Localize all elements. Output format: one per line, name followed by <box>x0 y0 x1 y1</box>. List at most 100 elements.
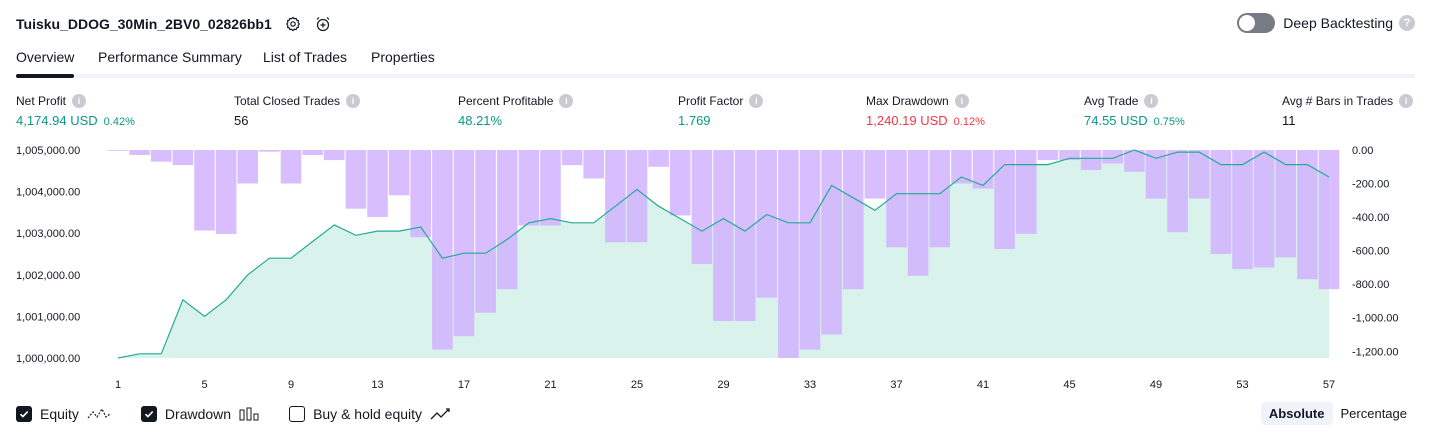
equity-label: Equity <box>40 406 79 422</box>
drawdown-bar <box>1254 150 1275 267</box>
buy-hold-label: Buy & hold equity <box>313 406 422 422</box>
right-axis-tick-label: -200.00 <box>1352 179 1389 191</box>
deep-backtesting: Deep Backtesting ? <box>1237 13 1415 33</box>
x-axis-tick-label: 21 <box>544 379 556 391</box>
drawdown-bar <box>1038 150 1059 160</box>
metric-label: Net Profit <box>16 94 66 108</box>
x-axis-tick-label: 9 <box>288 379 294 391</box>
metric-value: 56 <box>234 113 248 128</box>
drawdown-bar <box>843 150 864 289</box>
metric-percent: 0.12% <box>954 116 985 128</box>
x-axis-tick-label: 13 <box>371 379 383 391</box>
drawdown-bar <box>1167 150 1188 232</box>
drawdown-bar <box>627 150 648 242</box>
metric-label: Avg Trade <box>1084 94 1138 108</box>
drawdown-bar <box>432 150 453 350</box>
metric-value: 48.21% <box>458 113 502 128</box>
deep-backtesting-toggle[interactable] <box>1237 13 1275 33</box>
metric-percent: 0.75% <box>1154 116 1185 128</box>
alarm-clock-plus-icon[interactable] <box>314 15 332 33</box>
metric-label: Profit Factor <box>678 94 743 108</box>
drawdown-bar <box>1081 150 1102 170</box>
x-axis-tick-label: 49 <box>1150 379 1162 391</box>
drawdown-bar <box>151 150 172 162</box>
drawdown-bar <box>605 150 626 242</box>
info-icon[interactable]: i <box>749 94 763 108</box>
drawdown-bar <box>1211 150 1232 254</box>
value-mode-switch: Absolute Percentage <box>1261 402 1415 425</box>
drawdown-bar <box>367 150 388 217</box>
info-icon[interactable]: i <box>72 94 86 108</box>
info-icon[interactable]: i <box>346 94 360 108</box>
right-axis-tick-label: -1,200.00 <box>1352 346 1398 358</box>
drawdown-bar <box>800 150 821 350</box>
drawdown-bar <box>173 150 194 165</box>
metric-label: Max Drawdown <box>866 94 949 108</box>
x-axis-tick-label: 41 <box>977 379 989 391</box>
drawdown-bar <box>713 150 734 321</box>
drawdown-label: Drawdown <box>165 406 231 422</box>
right-axis-tick-label: 0.00 <box>1352 145 1373 157</box>
drawdown-bar <box>129 150 150 155</box>
drawdown-bar <box>497 150 518 289</box>
drawdown-bar <box>519 150 540 226</box>
drawdown-bar <box>1232 150 1253 269</box>
info-icon[interactable]: i <box>559 94 573 108</box>
info-icon[interactable]: i <box>955 94 969 108</box>
tab-overview[interactable]: Overview <box>16 42 74 74</box>
x-axis-tick-label: 5 <box>201 379 207 391</box>
chart-legend: Equity Drawdown Buy & hold equity <box>16 404 484 424</box>
x-axis-tick-label: 33 <box>804 379 816 391</box>
legend-equity[interactable]: Equity <box>16 406 111 422</box>
equity-checkbox[interactable] <box>16 406 32 422</box>
metric-label: Avg # Bars in Trades <box>1282 94 1393 108</box>
tab-bar: Overview Performance Summary List of Tra… <box>16 42 1415 78</box>
metric-max-drawdown: Max Drawdown i 1,240.19 USD 0.12% <box>866 94 985 128</box>
drawdown-bar <box>410 150 431 237</box>
trend-line-icon <box>430 407 454 421</box>
x-axis-tick-label: 45 <box>1063 379 1075 391</box>
info-icon[interactable]: i <box>1144 94 1158 108</box>
tab-list-of-trades[interactable]: List of Trades <box>263 42 347 74</box>
left-axis-tick-label: 1,000,000.00 <box>16 353 80 365</box>
equity-drawdown-chart[interactable]: 1,000,000.00 1,001,000.00 1,002,000.00 1,00… <box>0 140 1431 392</box>
drawdown-bar <box>216 150 237 234</box>
drawdown-bar <box>324 150 345 160</box>
metric-avg-trade: Avg Trade i 74.55 USD 0.75% <box>1084 94 1185 128</box>
drawdown-bar <box>108 150 129 151</box>
drawdown-bar <box>281 150 302 184</box>
tab-properties[interactable]: Properties <box>371 42 435 74</box>
metric-label: Total Closed Trades <box>234 94 340 108</box>
percentage-button[interactable]: Percentage <box>1333 402 1416 425</box>
metric-value: 11 <box>1282 113 1296 128</box>
drawdown-bar <box>583 150 604 179</box>
metric-percent: 0.42% <box>104 116 135 128</box>
tab-performance-summary[interactable]: Performance Summary <box>98 42 242 74</box>
absolute-button[interactable]: Absolute <box>1261 402 1333 425</box>
drawdown-bar <box>929 150 950 247</box>
right-axis-tick-label: -400.00 <box>1352 212 1389 224</box>
left-axis-tick-label: 1,003,000.00 <box>16 228 80 240</box>
drawdown-bar <box>562 150 583 165</box>
x-axis-tick-label: 17 <box>458 379 470 391</box>
toggle-knob <box>1239 15 1255 31</box>
drawdown-bar <box>821 150 842 335</box>
help-icon[interactable]: ? <box>1399 15 1415 31</box>
metric-percent-profitable: Percent Profitable i 48.21% <box>458 94 573 128</box>
gear-icon[interactable] <box>284 15 302 33</box>
drawdown-bar <box>756 150 777 298</box>
drawdown-bar <box>1102 150 1123 163</box>
x-axis-tick-label: 53 <box>1236 379 1248 391</box>
x-axis-tick-label: 57 <box>1323 379 1335 391</box>
equity-line-icon <box>87 407 111 421</box>
info-icon[interactable]: i <box>1399 94 1413 108</box>
drawdown-bar <box>454 150 475 336</box>
drawdown-checkbox[interactable] <box>141 406 157 422</box>
legend-drawdown[interactable]: Drawdown <box>141 406 259 422</box>
drawdown-bar <box>670 150 691 215</box>
legend-buy-hold[interactable]: Buy & hold equity <box>289 406 454 422</box>
buy-hold-checkbox[interactable] <box>289 406 305 422</box>
drawdown-bar <box>475 150 496 313</box>
drawdown-bar <box>778 150 799 358</box>
metric-avg-bars: Avg # Bars in Trades i 11 <box>1282 94 1413 128</box>
